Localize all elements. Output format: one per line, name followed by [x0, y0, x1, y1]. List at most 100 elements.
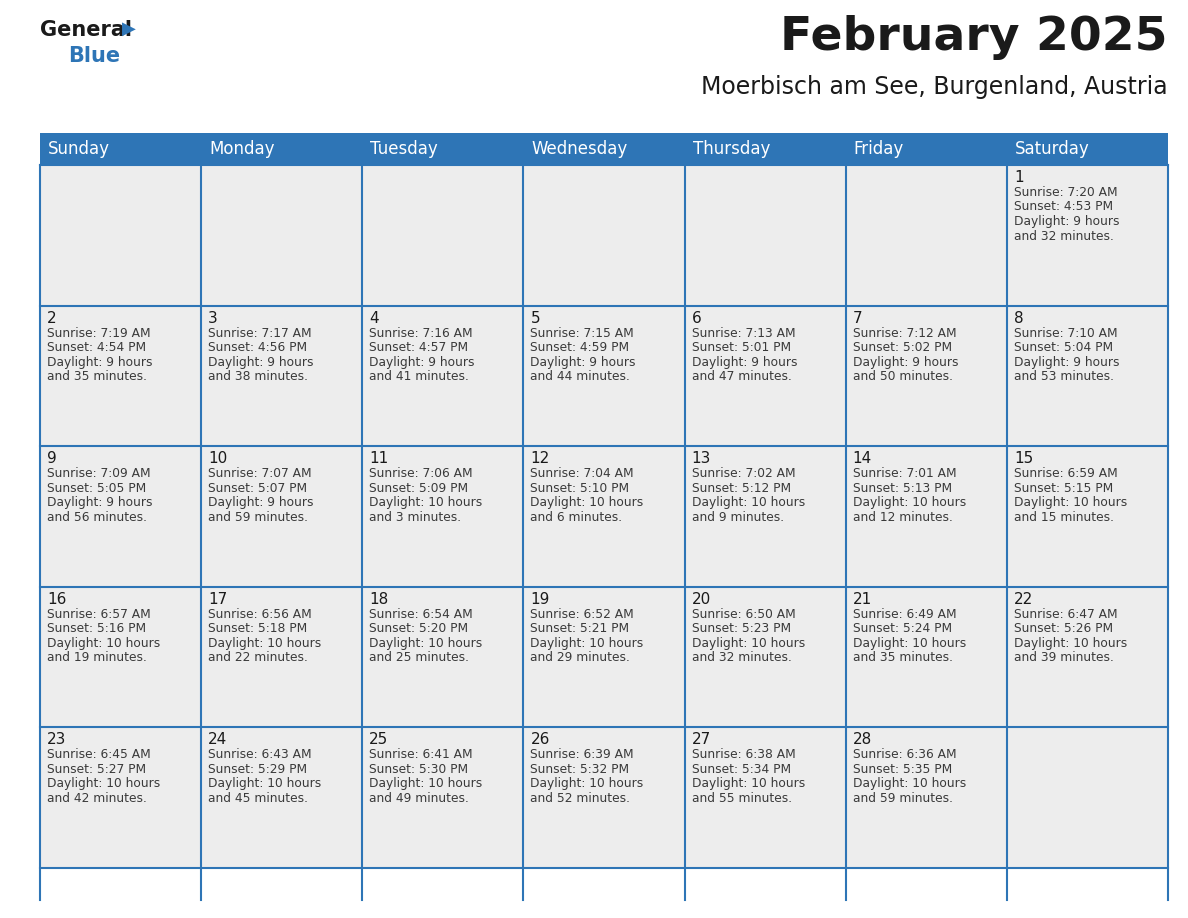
- Text: Sunset: 5:12 PM: Sunset: 5:12 PM: [691, 482, 791, 495]
- Text: Sunset: 5:05 PM: Sunset: 5:05 PM: [48, 482, 146, 495]
- Bar: [42, 307, 200, 445]
- Text: and 22 minutes.: and 22 minutes.: [208, 651, 308, 665]
- Text: Sunset: 5:30 PM: Sunset: 5:30 PM: [369, 763, 468, 776]
- Text: Daylight: 10 hours: Daylight: 10 hours: [691, 497, 804, 509]
- Text: Sunrise: 7:01 AM: Sunrise: 7:01 AM: [853, 467, 956, 480]
- Text: and 47 minutes.: and 47 minutes.: [691, 370, 791, 383]
- Text: and 55 minutes.: and 55 minutes.: [691, 792, 791, 805]
- Text: Monday: Monday: [209, 140, 274, 158]
- Text: and 52 minutes.: and 52 minutes.: [530, 792, 631, 805]
- Bar: [524, 588, 683, 726]
- Text: Daylight: 10 hours: Daylight: 10 hours: [853, 497, 966, 509]
- Text: and 29 minutes.: and 29 minutes.: [530, 651, 631, 665]
- Text: Daylight: 10 hours: Daylight: 10 hours: [691, 637, 804, 650]
- Text: Sunset: 5:23 PM: Sunset: 5:23 PM: [691, 622, 791, 635]
- Text: Sunset: 5:32 PM: Sunset: 5:32 PM: [530, 763, 630, 776]
- Bar: [684, 133, 846, 165]
- Text: Daylight: 10 hours: Daylight: 10 hours: [369, 637, 482, 650]
- Text: 27: 27: [691, 733, 710, 747]
- Text: Tuesday: Tuesday: [371, 140, 438, 158]
- Text: 9: 9: [48, 452, 57, 466]
- Text: General: General: [40, 20, 132, 40]
- Text: and 12 minutes.: and 12 minutes.: [853, 510, 953, 523]
- Text: 12: 12: [530, 452, 550, 466]
- Text: Daylight: 10 hours: Daylight: 10 hours: [48, 637, 160, 650]
- Text: Sunrise: 6:41 AM: Sunrise: 6:41 AM: [369, 748, 473, 761]
- Text: Daylight: 10 hours: Daylight: 10 hours: [530, 497, 644, 509]
- Text: Daylight: 10 hours: Daylight: 10 hours: [853, 637, 966, 650]
- Text: 13: 13: [691, 452, 710, 466]
- Bar: [202, 728, 361, 867]
- Text: Sunrise: 7:04 AM: Sunrise: 7:04 AM: [530, 467, 634, 480]
- Text: Sunset: 5:20 PM: Sunset: 5:20 PM: [369, 622, 468, 635]
- Text: Sunset: 4:56 PM: Sunset: 4:56 PM: [208, 341, 308, 354]
- Text: Sunset: 4:53 PM: Sunset: 4:53 PM: [1013, 200, 1113, 214]
- Text: Sunrise: 6:57 AM: Sunrise: 6:57 AM: [48, 608, 151, 621]
- Bar: [202, 166, 361, 305]
- Text: Daylight: 10 hours: Daylight: 10 hours: [208, 778, 322, 790]
- Bar: [42, 588, 200, 726]
- Text: Sunset: 5:10 PM: Sunset: 5:10 PM: [530, 482, 630, 495]
- Bar: [362, 133, 524, 165]
- Bar: [685, 447, 845, 586]
- Text: Daylight: 9 hours: Daylight: 9 hours: [1013, 215, 1119, 228]
- Bar: [202, 588, 361, 726]
- Bar: [524, 447, 683, 586]
- Bar: [201, 133, 362, 165]
- Text: and 25 minutes.: and 25 minutes.: [369, 651, 469, 665]
- Text: and 32 minutes.: and 32 minutes.: [1013, 230, 1113, 242]
- Bar: [847, 166, 1006, 305]
- Text: Sunrise: 7:16 AM: Sunrise: 7:16 AM: [369, 327, 473, 340]
- Bar: [685, 307, 845, 445]
- Text: Sunset: 5:34 PM: Sunset: 5:34 PM: [691, 763, 791, 776]
- Text: Sunrise: 7:20 AM: Sunrise: 7:20 AM: [1013, 186, 1118, 199]
- Bar: [40, 133, 1168, 136]
- Text: and 59 minutes.: and 59 minutes.: [853, 792, 953, 805]
- Text: 21: 21: [853, 592, 872, 607]
- Text: Sunrise: 6:36 AM: Sunrise: 6:36 AM: [853, 748, 956, 761]
- Text: Friday: Friday: [854, 140, 904, 158]
- Text: Sunrise: 7:13 AM: Sunrise: 7:13 AM: [691, 327, 795, 340]
- Text: Sunrise: 7:19 AM: Sunrise: 7:19 AM: [48, 327, 151, 340]
- Text: 10: 10: [208, 452, 227, 466]
- Text: 20: 20: [691, 592, 710, 607]
- Text: Daylight: 9 hours: Daylight: 9 hours: [691, 355, 797, 369]
- Text: 25: 25: [369, 733, 388, 747]
- Text: Sunrise: 7:10 AM: Sunrise: 7:10 AM: [1013, 327, 1118, 340]
- Text: Sunrise: 6:45 AM: Sunrise: 6:45 AM: [48, 748, 151, 761]
- Text: Daylight: 9 hours: Daylight: 9 hours: [369, 355, 475, 369]
- Text: Sunset: 5:07 PM: Sunset: 5:07 PM: [208, 482, 308, 495]
- Bar: [524, 133, 684, 165]
- Text: February 2025: February 2025: [781, 15, 1168, 60]
- Text: Sunday: Sunday: [48, 140, 110, 158]
- Bar: [847, 307, 1006, 445]
- Text: Sunset: 5:21 PM: Sunset: 5:21 PM: [530, 622, 630, 635]
- Text: Daylight: 10 hours: Daylight: 10 hours: [530, 778, 644, 790]
- Text: 19: 19: [530, 592, 550, 607]
- Text: Daylight: 10 hours: Daylight: 10 hours: [369, 497, 482, 509]
- Text: 24: 24: [208, 733, 227, 747]
- Text: 4: 4: [369, 310, 379, 326]
- Bar: [364, 728, 523, 867]
- Bar: [1007, 588, 1167, 726]
- Text: and 15 minutes.: and 15 minutes.: [1013, 510, 1114, 523]
- Text: and 35 minutes.: and 35 minutes.: [853, 651, 953, 665]
- Text: Sunrise: 6:54 AM: Sunrise: 6:54 AM: [369, 608, 473, 621]
- Text: Sunset: 5:27 PM: Sunset: 5:27 PM: [48, 763, 146, 776]
- Bar: [524, 166, 683, 305]
- Text: Sunset: 5:15 PM: Sunset: 5:15 PM: [1013, 482, 1113, 495]
- Text: Sunset: 4:54 PM: Sunset: 4:54 PM: [48, 341, 146, 354]
- Text: Saturday: Saturday: [1015, 140, 1089, 158]
- Text: and 42 minutes.: and 42 minutes.: [48, 792, 147, 805]
- Bar: [364, 588, 523, 726]
- Bar: [685, 588, 845, 726]
- Text: ▶: ▶: [122, 20, 135, 38]
- Text: Sunrise: 7:06 AM: Sunrise: 7:06 AM: [369, 467, 473, 480]
- Bar: [364, 447, 523, 586]
- Text: 17: 17: [208, 592, 227, 607]
- Text: Daylight: 9 hours: Daylight: 9 hours: [530, 355, 636, 369]
- Text: and 49 minutes.: and 49 minutes.: [369, 792, 469, 805]
- Text: Sunset: 5:13 PM: Sunset: 5:13 PM: [853, 482, 952, 495]
- Text: and 50 minutes.: and 50 minutes.: [853, 370, 953, 383]
- Text: Daylight: 9 hours: Daylight: 9 hours: [1013, 355, 1119, 369]
